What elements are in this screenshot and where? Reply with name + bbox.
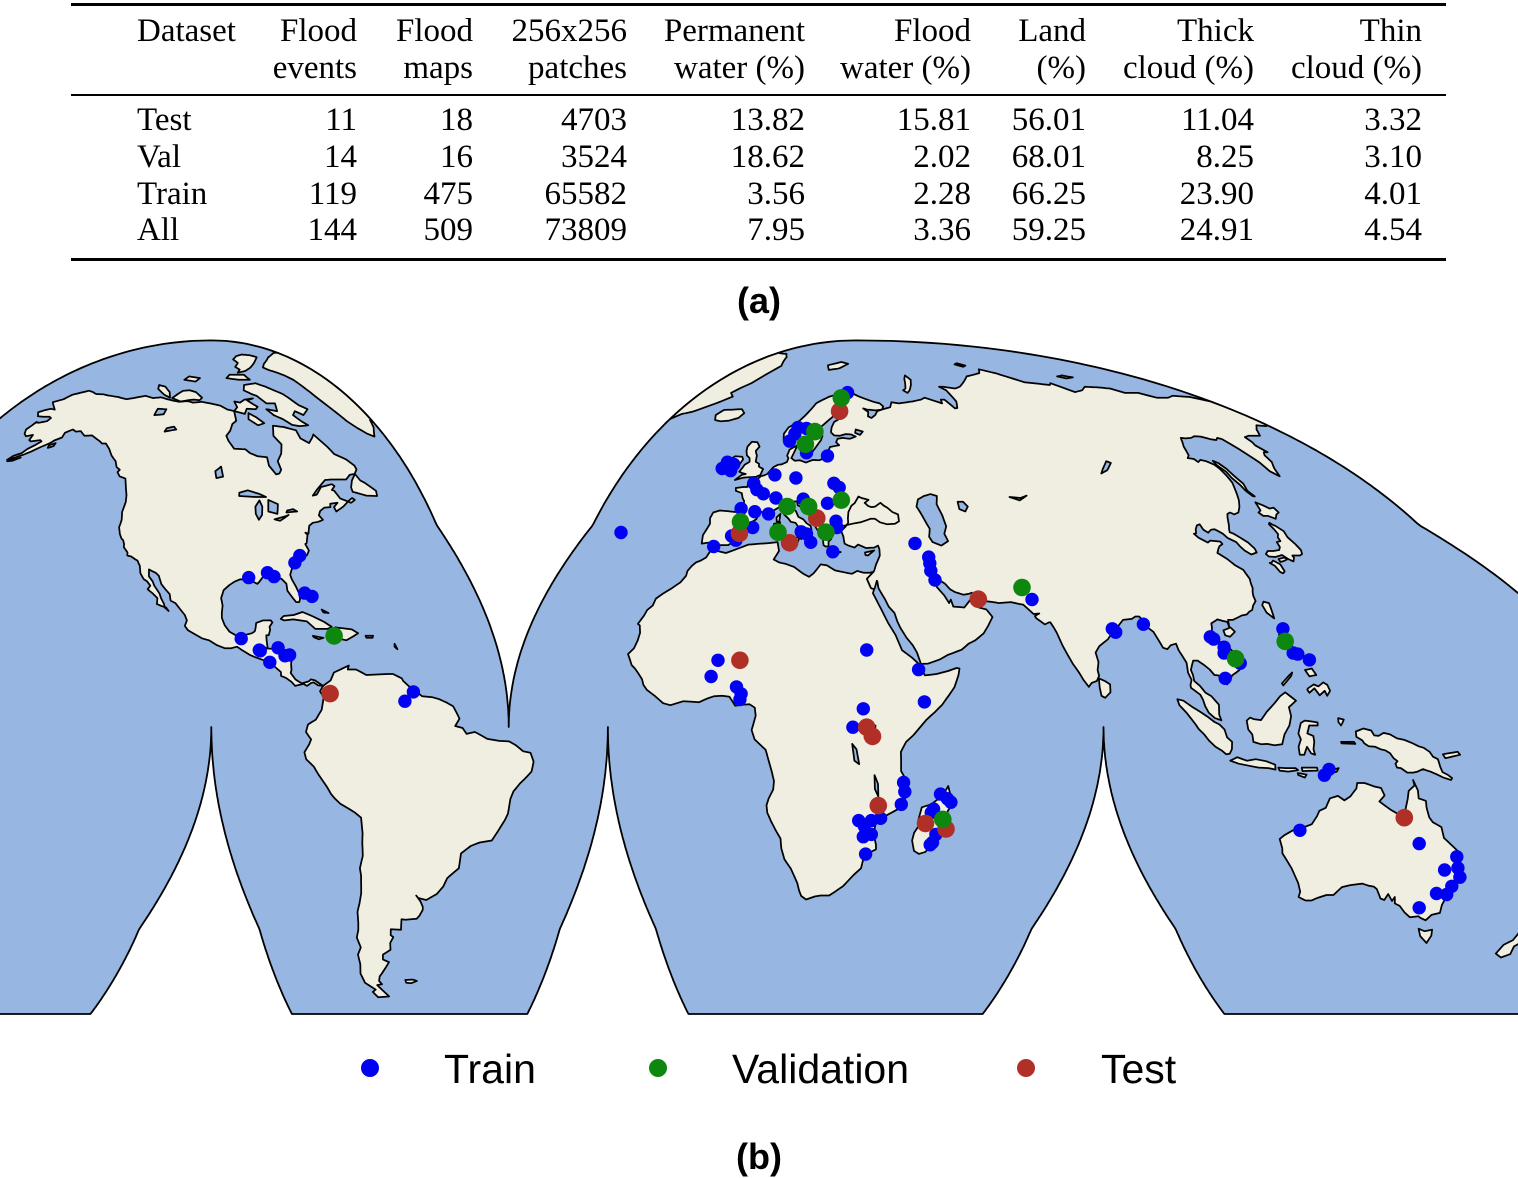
svg-text:Validation: Validation: [732, 1046, 909, 1092]
svg-text:Train: Train: [444, 1046, 536, 1092]
svg-text:Test: Test: [1101, 1046, 1177, 1092]
